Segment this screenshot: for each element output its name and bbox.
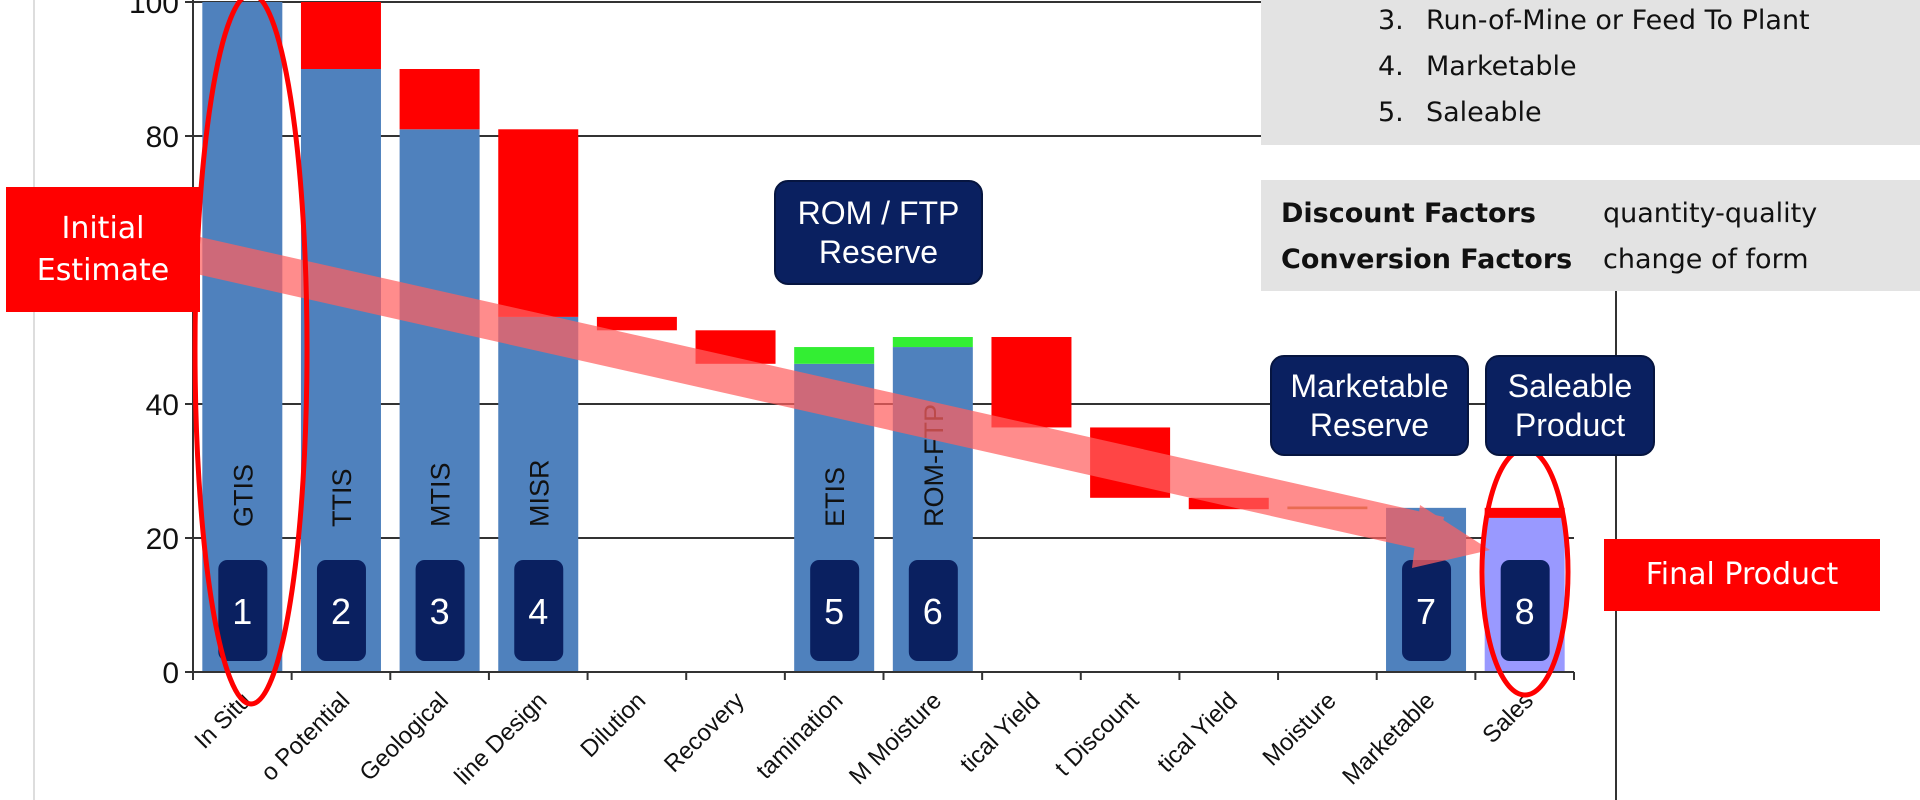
final-product-callout: Final Product — [1604, 539, 1880, 611]
badge-number: 6 — [923, 591, 943, 632]
y-tick-label: 100 — [129, 0, 179, 20]
badge-number: 1 — [232, 591, 252, 632]
badge-1 — [218, 560, 268, 661]
reserve-stage-list: 3. Run-of-Mine or Feed To Plant 4. Marketa… — [1261, 0, 1920, 145]
trend-arrow-head — [1412, 505, 1490, 568]
x-tick-label: Marketable — [1337, 687, 1440, 790]
x-tick-label: tical Yield — [955, 687, 1046, 778]
bar-gain — [892, 337, 973, 348]
badge-2 — [316, 560, 366, 661]
x-tick-label: Geological — [355, 687, 454, 786]
list-item: 3. Run-of-Mine or Feed To Plant — [1378, 5, 1810, 36]
x-tick-label: M Moisture — [844, 687, 947, 790]
factor-row: Discount Factors quantity-quality — [1281, 198, 1818, 229]
x-tick-label: Recovery — [659, 687, 750, 778]
bar-code-label: MTIS — [426, 463, 456, 528]
trend-arrow — [191, 236, 1490, 568]
badge-7 — [1402, 560, 1452, 661]
x-tick-label: Dilution — [575, 687, 651, 763]
bar-gain — [794, 347, 875, 364]
trend-arrow-shaft — [191, 236, 1445, 554]
badge-number: 4 — [528, 591, 548, 632]
bar-code-label: GTIS — [228, 464, 258, 527]
bar-loss — [1484, 507, 1565, 518]
y-tick-label: 80 — [146, 121, 179, 154]
bar-loss — [300, 2, 381, 69]
bar-loss — [991, 337, 1072, 428]
marketable-reserve-label: Marketable Reserve — [1270, 355, 1469, 456]
badge-3 — [415, 560, 465, 661]
factor-row: Conversion Factors change of form — [1281, 244, 1809, 275]
badge-number: 7 — [1416, 591, 1436, 632]
initial-estimate-callout: Initial Estimate — [6, 187, 200, 312]
x-tick-label: o Potential — [256, 687, 355, 786]
saleable-product-label: Saleable Product — [1485, 355, 1655, 456]
bar-loss — [399, 69, 480, 130]
x-tick-label: t Discount — [1050, 687, 1145, 782]
y-tick-label: 0 — [162, 657, 179, 690]
bar-code-label: MISR — [524, 460, 554, 528]
badge-4 — [514, 560, 564, 661]
bar-code-label: TTIS — [327, 469, 357, 528]
bar-loss — [596, 316, 677, 331]
x-tick-label: tical Yield — [1152, 687, 1243, 778]
y-tick-label: 40 — [146, 389, 179, 422]
x-tick-label: In Situ — [189, 687, 256, 754]
bar-code-label: ETIS — [820, 467, 850, 527]
badge-8 — [1500, 560, 1550, 661]
badge-number: 2 — [331, 591, 351, 632]
list-item: 4. Marketable — [1378, 51, 1577, 82]
badge-number: 8 — [1515, 591, 1535, 632]
factors-box: Discount Factors quantity-quality Convers… — [1261, 180, 1920, 291]
badge-5 — [810, 560, 860, 661]
list-item: 5. Saleable — [1378, 97, 1542, 128]
x-tick-label: Moisture — [1257, 687, 1341, 771]
badge-number: 3 — [430, 591, 450, 632]
badge-6 — [908, 560, 958, 661]
in-situ-highlight-ellipse — [192, 0, 310, 707]
x-tick-label: line Design — [449, 687, 552, 790]
x-tick-label: tamination — [751, 687, 848, 784]
rom-ftp-reserve-label: ROM / FTP Reserve — [774, 180, 983, 285]
y-tick-label: 20 — [146, 523, 179, 556]
bar-loss — [498, 129, 579, 317]
badge-number: 5 — [824, 591, 844, 632]
